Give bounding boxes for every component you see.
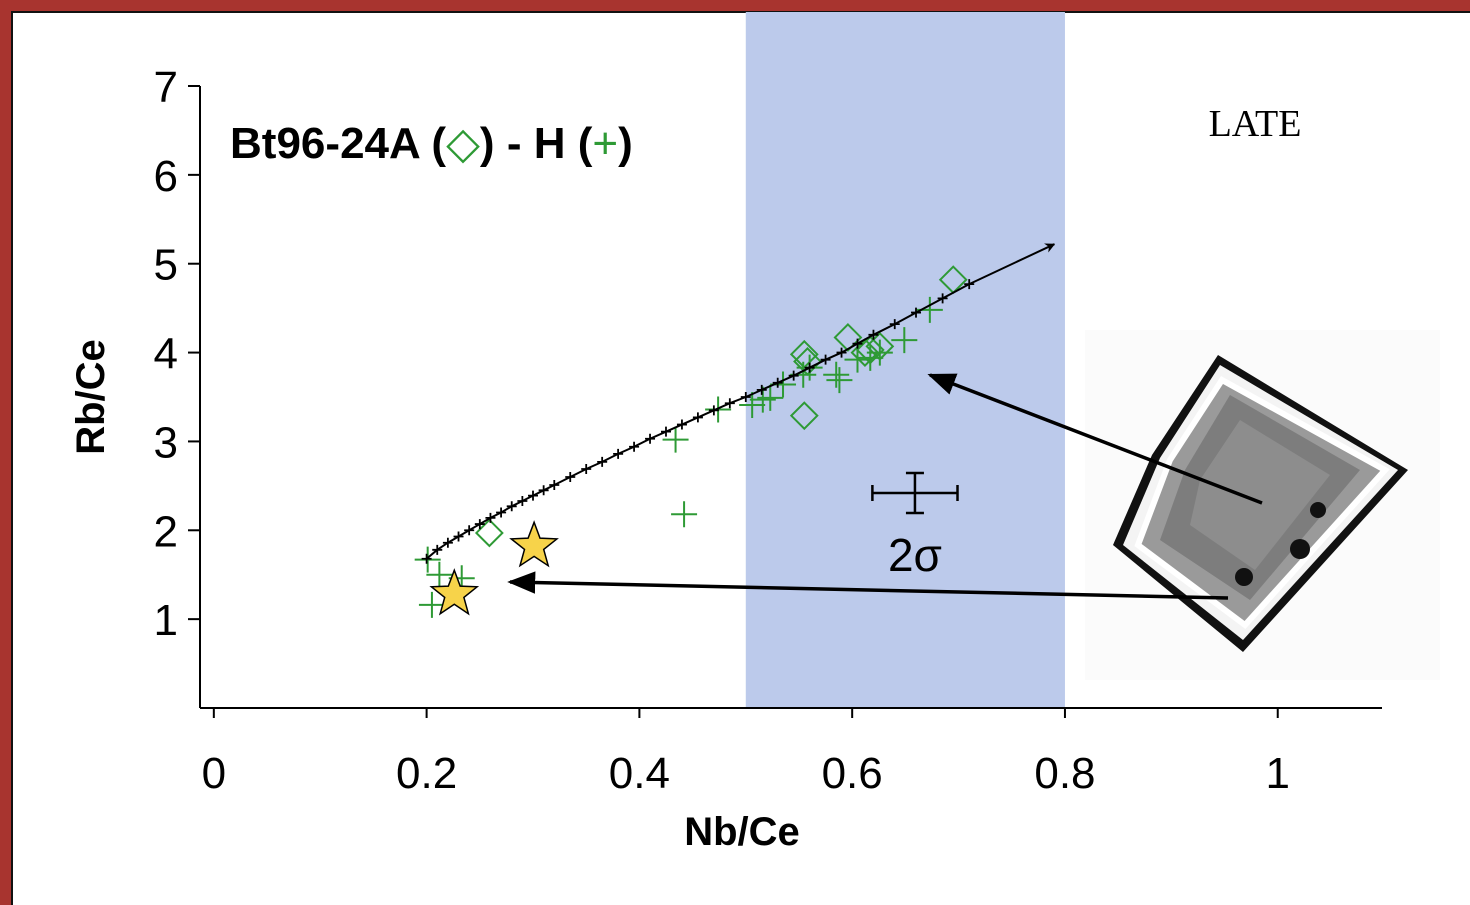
x-tick-label: 0.8 (1034, 749, 1095, 798)
crystal-image (1085, 330, 1440, 680)
y-tick-label: 2 (154, 507, 178, 556)
y-tick-label: 4 (154, 330, 178, 379)
annotation: LATE (1209, 103, 1302, 145)
x-tick-label: 0.4 (609, 749, 670, 798)
y-axis-title: Rb/Ce (69, 339, 113, 455)
page: {"chart_data": { "type": "scatter", "tit… (0, 0, 1470, 905)
y-tick-label: 3 (154, 418, 178, 467)
x-tick-label: 1 (1265, 749, 1289, 798)
band (746, 12, 1065, 708)
legend-title: Bt96-24A (◇) - H (+) (230, 119, 633, 168)
x-tick-label: 0.2 (396, 749, 457, 798)
error-bar-label: 2σ (888, 529, 942, 581)
x-tick-label: 0 (202, 749, 226, 798)
y-tick-label: 6 (154, 152, 178, 201)
y-tick-label: 7 (154, 63, 178, 112)
y-tick-label: 1 (154, 596, 178, 645)
y-tick-label: 5 (154, 241, 178, 290)
x-tick-label: 0.6 (822, 749, 883, 798)
x-axis-title: Nb/Ce (684, 810, 800, 854)
chart: 1 2 3 4 5 6 7 0 0.2 0.4 0.6 0.8 1 2σ Bt96-24A (◇) - H… (0, 0, 1470, 905)
